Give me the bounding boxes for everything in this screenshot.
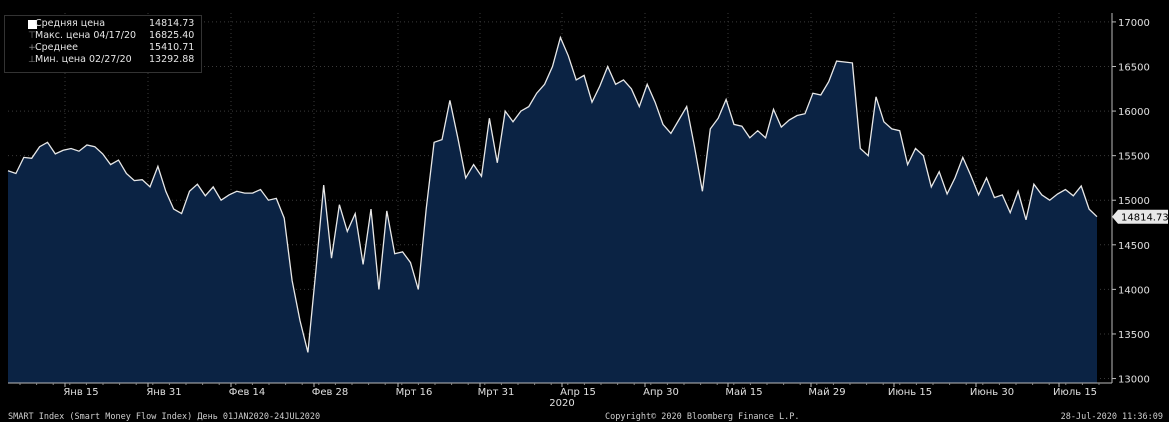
min-marker-icon: ⊥	[28, 55, 36, 65]
legend-item-label: Средняя цена	[35, 18, 106, 29]
max-marker-icon: ⊤	[28, 31, 36, 41]
average-marker-icon: +	[28, 43, 36, 53]
legend-item-value: 13292.88	[149, 54, 195, 65]
y-tick-label: 15500	[1118, 152, 1150, 163]
series-area	[8, 37, 1097, 383]
y-tick-label: 14500	[1118, 241, 1150, 252]
y-axis: 13000 13500 14000 14500 15000 15500 16000 16500…	[1112, 18, 1150, 386]
legend-item-label: Макс. цена 04/17/20	[35, 30, 137, 41]
x-tick-label: Июль 15	[1053, 387, 1097, 398]
x-tick-label: Янв 31	[146, 387, 181, 398]
y-tick-label: 13500	[1118, 330, 1150, 341]
footer-index-description: SMART Index (Smart Money Flow Index) Ден…	[8, 412, 321, 422]
y-tick-label: 13000	[1118, 375, 1150, 386]
y-tick-label: 16000	[1118, 107, 1150, 118]
legend-item-label: Среднее	[35, 42, 78, 53]
legend-item-value: 15410.71	[149, 42, 195, 53]
y-tick-label: 16500	[1118, 62, 1150, 73]
legend-item-value: 14814.73	[149, 18, 195, 29]
x-tick-label: Май 15	[725, 387, 762, 398]
x-tick-label: Фев 14	[229, 387, 266, 398]
legend-item-value: 16825.40	[149, 30, 195, 41]
x-tick-label: Апр 15	[560, 387, 596, 398]
footer-timestamp: 28-Jul-2020 11:36:09	[1060, 412, 1163, 422]
last-value-text: 14814.73	[1121, 213, 1169, 224]
y-tick-label: 14000	[1118, 285, 1150, 296]
legend-box: Средняя цена 14814.73 ⊤ Макс. цена 04/17…	[4, 15, 202, 73]
x-tick-label: Мрт 31	[478, 387, 515, 398]
x-tick-label: Мрт 16	[396, 387, 433, 398]
x-axis: Янв 15 Янв 31 Фев 14 Фев 28 Мрт 16 Мрт 31 Апр …	[19, 383, 1100, 398]
x-tick-label: Май 29	[808, 387, 845, 398]
footer-copyright: Copyright© 2020 Bloomberg Finance L.P.	[605, 412, 800, 422]
x-tick-label: Апр 30	[643, 387, 679, 398]
x-tick-label: Янв 15	[63, 387, 98, 398]
last-value-marker: 14814.73	[1112, 209, 1169, 224]
y-tick-label: 15000	[1118, 196, 1150, 207]
x-tick-label: Фев 28	[312, 387, 349, 398]
last-value-flag	[1112, 209, 1168, 224]
legend-item-label: Мин. цена 02/27/20	[35, 54, 132, 65]
x-tick-label: Июнь 15	[888, 387, 932, 398]
x-axis-year-label: 2020	[549, 398, 574, 409]
x-tick-label: Июнь 30	[970, 387, 1014, 398]
y-tick-label: 17000	[1118, 18, 1150, 29]
filled-square-icon	[28, 20, 37, 29]
series-line	[7, 35, 1098, 353]
